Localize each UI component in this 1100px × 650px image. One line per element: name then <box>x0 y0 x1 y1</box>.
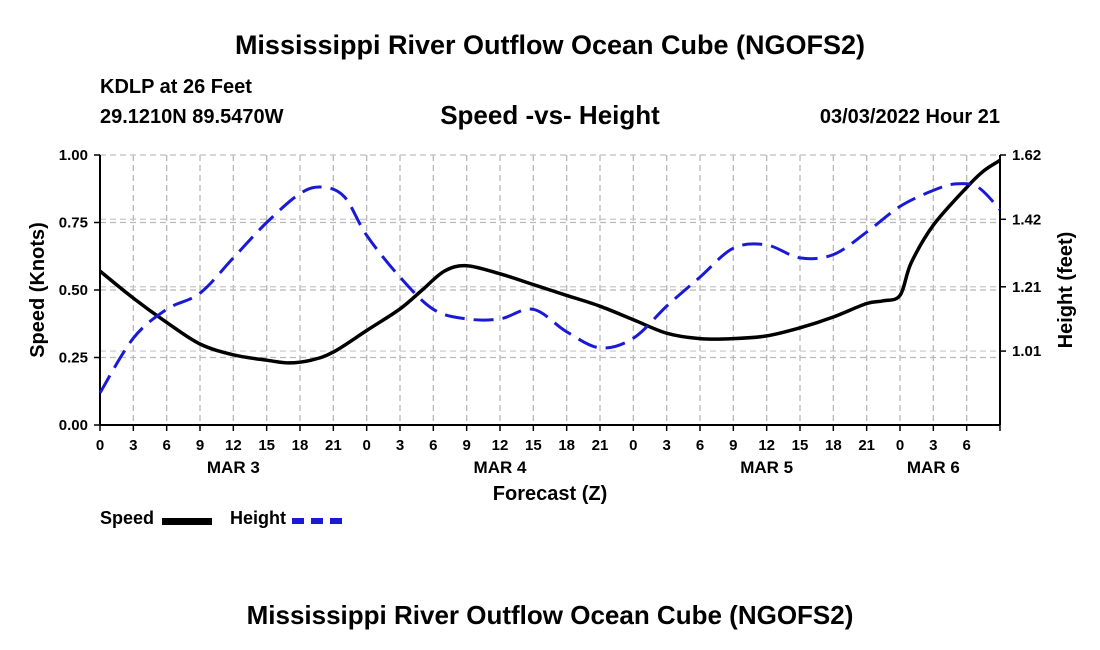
day-label: MAR 3 <box>207 458 260 477</box>
x-tick-label: 3 <box>662 437 670 454</box>
legend-height-swatch <box>292 518 342 524</box>
x-tick-label: 21 <box>858 437 875 454</box>
x-tick-label: 3 <box>929 437 937 454</box>
x-tick-label: 12 <box>758 437 775 454</box>
y2-tick-label: 1.21 <box>1012 279 1041 296</box>
y-axis-label: Speed (Knots) <box>27 222 49 358</box>
footer-title: Mississippi River Outflow Ocean Cube (NG… <box>246 600 854 630</box>
x-tick-label: 3 <box>129 437 137 454</box>
y2-tick-label: 1.01 <box>1012 343 1041 360</box>
y2-tick-label: 1.42 <box>1012 211 1041 228</box>
y-tick-label: 0.00 <box>59 417 88 434</box>
chart-subtitle: Speed -vs- Height <box>440 100 660 130</box>
y2-axis-label: Height (feet) <box>1055 232 1077 349</box>
x-tick-label: 21 <box>592 437 609 454</box>
y-tick-label: 0.75 <box>59 215 88 232</box>
y-tick-label: 1.00 <box>59 147 88 164</box>
x-tick-label: 6 <box>162 437 170 454</box>
x-tick-label: 6 <box>696 437 704 454</box>
day-label: MAR 6 <box>907 458 960 477</box>
station-label: KDLP at 26 Feet <box>100 76 252 98</box>
height-series-line <box>98 182 1002 394</box>
y-tick-label: 0.50 <box>59 282 88 299</box>
x-tick-label: 0 <box>96 437 104 454</box>
legend-speed-label: Speed <box>100 508 155 528</box>
x-tick-label: 9 <box>729 437 737 454</box>
x-tick-label: 15 <box>525 437 542 454</box>
x-tick-label: 9 <box>462 437 470 454</box>
x-tick-label: 9 <box>196 437 204 454</box>
station-coords: 29.1210N 89.5470W <box>100 106 284 128</box>
legend-speed-swatch <box>162 518 212 525</box>
x-tick-label: 0 <box>629 437 637 454</box>
x-axis-label: Forecast (Z) <box>493 483 607 505</box>
y2-tick-label: 1.62 <box>1012 147 1041 164</box>
x-tick-label: 18 <box>558 437 575 454</box>
legend-height-label: Height <box>230 508 286 528</box>
x-tick-label: 3 <box>396 437 404 454</box>
x-tick-label: 21 <box>325 437 342 454</box>
day-label: MAR 4 <box>474 458 527 477</box>
speed-series-line <box>98 158 1001 365</box>
x-tick-label: 15 <box>258 437 275 454</box>
page-title: Mississippi River Outflow Ocean Cube (NG… <box>234 30 866 60</box>
x-tick-label: 12 <box>492 437 509 454</box>
x-tick-label: 0 <box>896 437 904 454</box>
x-tick-label: 6 <box>429 437 437 454</box>
x-tick-label: 0 <box>362 437 370 454</box>
day-label: MAR 5 <box>740 458 793 477</box>
y-tick-label: 0.25 <box>59 350 88 367</box>
x-tick-label: 18 <box>292 437 309 454</box>
x-tick-label: 18 <box>825 437 842 454</box>
x-tick-label: 15 <box>792 437 809 454</box>
x-tick-label: 6 <box>962 437 970 454</box>
x-tick-label: 12 <box>225 437 242 454</box>
forecast-datetime: 03/03/2022 Hour 21 <box>819 106 1000 128</box>
